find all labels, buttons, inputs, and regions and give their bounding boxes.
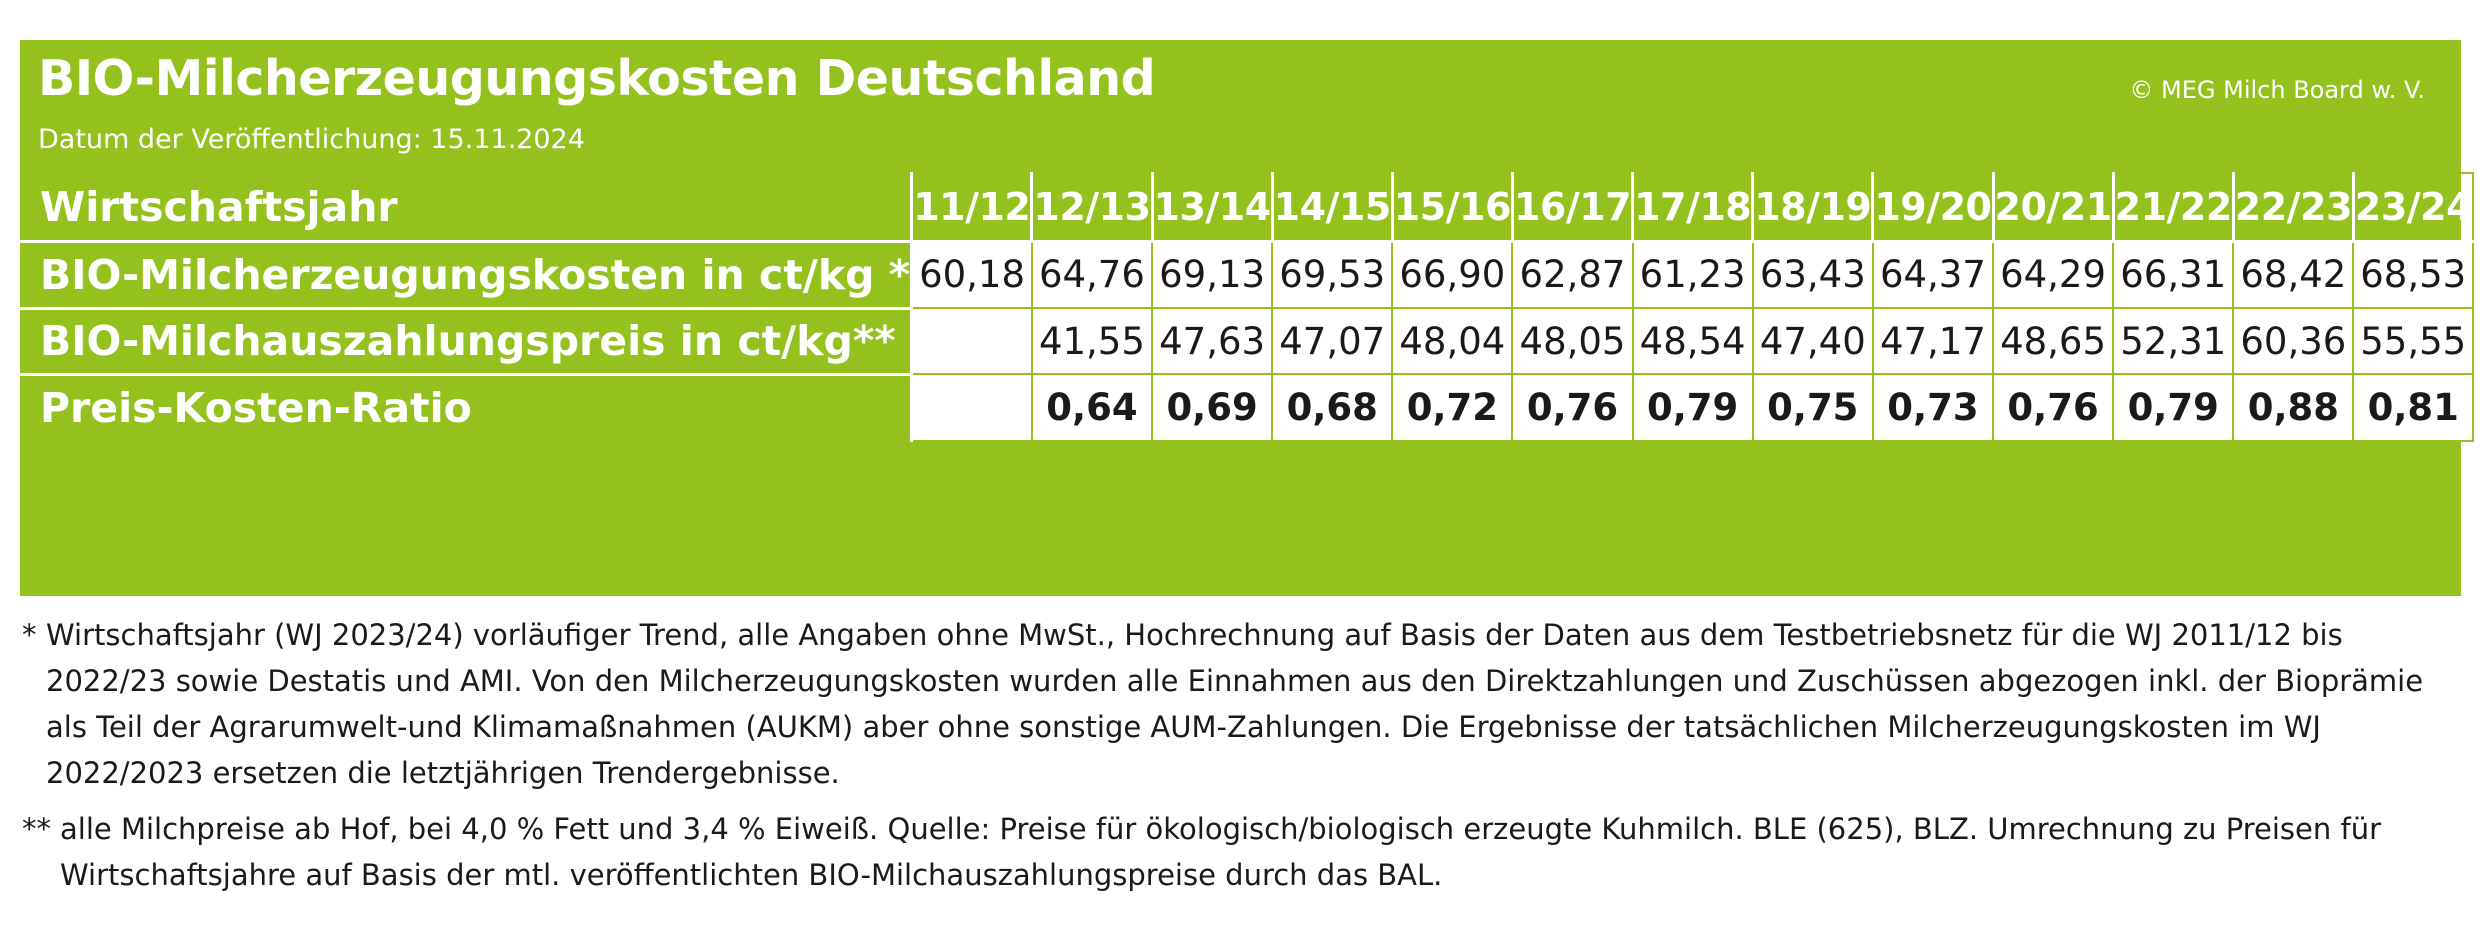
table-panel: BIO-Milcherzeugungskosten Deutschland Da… bbox=[20, 40, 2475, 596]
column-header: 14/15 bbox=[1270, 172, 1394, 243]
table-cell: 47,40 bbox=[1751, 307, 1874, 375]
publication-date: Datum der Veröffentlichung: 15.11.2024 bbox=[38, 124, 585, 155]
table-cell: 0,69 bbox=[1151, 373, 1274, 442]
table-cell: 62,87 bbox=[1511, 240, 1634, 309]
footnote-2-text: alle Milchpreise ab Hof, bei 4,0 % Fett … bbox=[60, 812, 2381, 892]
row-label: BIO-Milchauszahlungspreis in ct/kg** bbox=[20, 306, 914, 375]
table-cell: 64,37 bbox=[1871, 240, 1995, 309]
table-cell: 66,90 bbox=[1391, 240, 1514, 309]
row-preis-kosten-ratio: Preis-Kosten-Ratio 0,64 0,69 0,68 0,72 0,76 0,… bbox=[20, 372, 2475, 442]
table-cell: 68,53 bbox=[2352, 240, 2475, 309]
table-cell: 60,36 bbox=[2232, 307, 2355, 375]
column-header: 11/12 bbox=[910, 172, 1033, 243]
table-cell: 0,88 bbox=[2232, 373, 2355, 442]
column-header: 18/19 bbox=[1751, 172, 1874, 243]
table-cell: 47,63 bbox=[1151, 307, 1274, 375]
table-cell: 48,04 bbox=[1391, 307, 1514, 375]
row-label: Wirtschaftsjahr bbox=[20, 172, 914, 243]
page-title: BIO-Milcherzeugungskosten Deutschland bbox=[38, 50, 1156, 107]
table-cell: 0,76 bbox=[1511, 373, 1634, 442]
footnote-1: * Wirtschaftsjahr (WJ 2023/24) vorläufig… bbox=[22, 612, 2452, 796]
table-cell: 69,53 bbox=[1271, 240, 1394, 309]
table-cell: 48,54 bbox=[1631, 307, 1754, 375]
table-cell: 41,55 bbox=[1030, 307, 1154, 375]
table-cell: 0,64 bbox=[1030, 373, 1154, 442]
column-header: 22/23 bbox=[2231, 172, 2355, 243]
row-wirtschaftsjahr: Wirtschaftsjahr 11/12 12/13 13/14 14/15 15/16… bbox=[20, 172, 2475, 243]
table-cell: 68,42 bbox=[2232, 240, 2355, 309]
table-cell: 63,43 bbox=[1751, 240, 1874, 309]
table-cell: 0,68 bbox=[1271, 373, 1394, 442]
row-label: Preis-Kosten-Ratio bbox=[20, 372, 914, 442]
footnote-1-mark: * bbox=[22, 618, 37, 652]
table-cell: 0,79 bbox=[1631, 373, 1754, 442]
column-header: 20/21 bbox=[1991, 172, 2115, 243]
column-header: 16/17 bbox=[1510, 172, 1634, 243]
footnote-2: ** alle Milchpreise ab Hof, bei 4,0 % Fe… bbox=[22, 806, 2452, 898]
table-cell: 55,55 bbox=[2352, 307, 2475, 375]
column-header: 21/22 bbox=[2111, 172, 2235, 243]
column-header: 12/13 bbox=[1030, 172, 1154, 243]
column-header: 15/16 bbox=[1390, 172, 1514, 243]
footnote-2-mark: ** bbox=[22, 812, 51, 846]
table-cell: 0,75 bbox=[1751, 373, 1874, 442]
column-header: 23/24 bbox=[2351, 172, 2475, 243]
table-cell: 0,76 bbox=[1991, 373, 2115, 442]
data-table: Wirtschaftsjahr 11/12 12/13 13/14 14/15 15/16… bbox=[20, 172, 2475, 442]
footnotes: * Wirtschaftsjahr (WJ 2023/24) vorläufig… bbox=[22, 612, 2452, 898]
table-cell: 48,05 bbox=[1511, 307, 1634, 375]
column-header: 13/14 bbox=[1150, 172, 1274, 243]
table-cell bbox=[910, 373, 1033, 442]
table-cell: 61,23 bbox=[1631, 240, 1754, 309]
row-label: BIO-Milcherzeugungskosten in ct/kg * bbox=[20, 240, 914, 309]
table-cell: 48,65 bbox=[1991, 307, 2115, 375]
table-cell: 47,17 bbox=[1871, 307, 1995, 375]
table-cell: 52,31 bbox=[2112, 307, 2235, 375]
table-cell: 64,29 bbox=[1991, 240, 2115, 309]
row-milcherzeugungskosten: BIO-Milcherzeugungskosten in ct/kg * 60,1… bbox=[20, 240, 2475, 309]
table-cell: 0,79 bbox=[2112, 373, 2235, 442]
copyright-notice: © MEG Milch Board w. V. bbox=[2129, 76, 2425, 104]
table-cell: 60,18 bbox=[910, 240, 1033, 309]
column-header: 17/18 bbox=[1631, 172, 1754, 243]
table-cell: 0,72 bbox=[1391, 373, 1514, 442]
row-milchauszahlungspreis: BIO-Milchauszahlungspreis in ct/kg** 41,5… bbox=[20, 306, 2475, 375]
table-cell: 47,07 bbox=[1271, 307, 1394, 375]
table-cell: 64,76 bbox=[1030, 240, 1154, 309]
table-cell: 0,73 bbox=[1871, 373, 1995, 442]
table-cell: 0,81 bbox=[2352, 373, 2475, 442]
table-cell: 66,31 bbox=[2112, 240, 2235, 309]
column-header: 19/20 bbox=[1871, 172, 1995, 243]
table-cell: 69,13 bbox=[1151, 240, 1274, 309]
footnote-1-text: Wirtschaftsjahr (WJ 2023/24) vorläufiger… bbox=[46, 618, 2424, 790]
table-cell bbox=[910, 307, 1033, 375]
